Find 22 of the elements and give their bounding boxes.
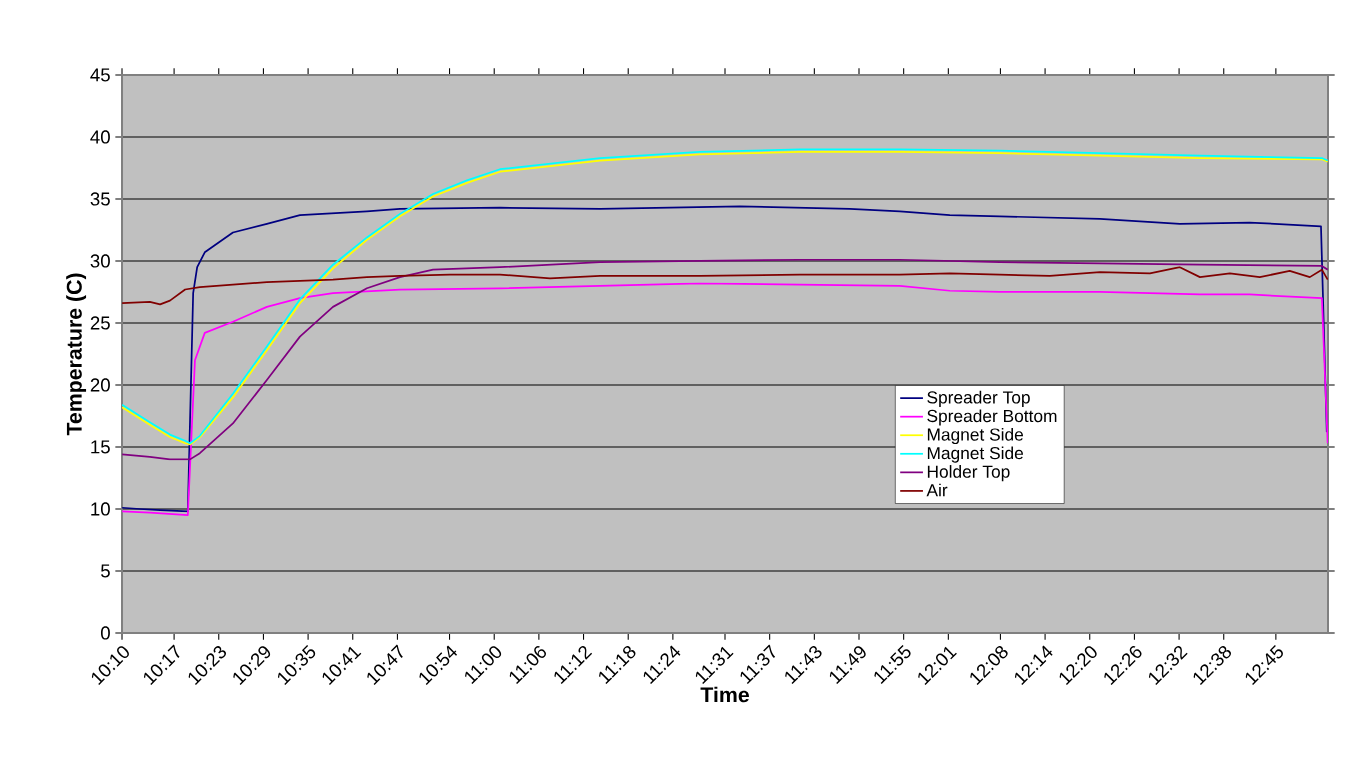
y-tick-label: 40 bbox=[90, 130, 110, 144]
y-tick-label: 15 bbox=[91, 440, 110, 454]
line-series bbox=[122, 266, 1328, 306]
y-tick-label: 30 bbox=[90, 254, 110, 268]
y-tick-label: 25 bbox=[90, 316, 110, 330]
y-tick-label: 5 bbox=[101, 564, 110, 578]
y-tick-label: 45 bbox=[90, 68, 110, 82]
legend-label: Air bbox=[926, 483, 948, 497]
legend-label: Magnet Side bbox=[927, 446, 1023, 463]
line-series bbox=[122, 282, 1328, 517]
line-series bbox=[122, 205, 1328, 513]
y-tick-label: 10 bbox=[91, 502, 110, 516]
y-tick-label: 0 bbox=[100, 626, 110, 640]
y-axis-title: Temperature (C) bbox=[66, 273, 87, 436]
legend-label: Magnet Side bbox=[927, 427, 1023, 445]
legend-label: Spreader Bottom bbox=[927, 409, 1057, 426]
line-series bbox=[122, 258, 1328, 461]
y-tick-label: 35 bbox=[90, 192, 110, 206]
legend-label: Spreader Top bbox=[927, 390, 1030, 407]
y-tick-label: 20 bbox=[90, 378, 110, 392]
x-axis-title: Time bbox=[700, 686, 749, 703]
legend-label: Holder Top bbox=[927, 465, 1010, 482]
